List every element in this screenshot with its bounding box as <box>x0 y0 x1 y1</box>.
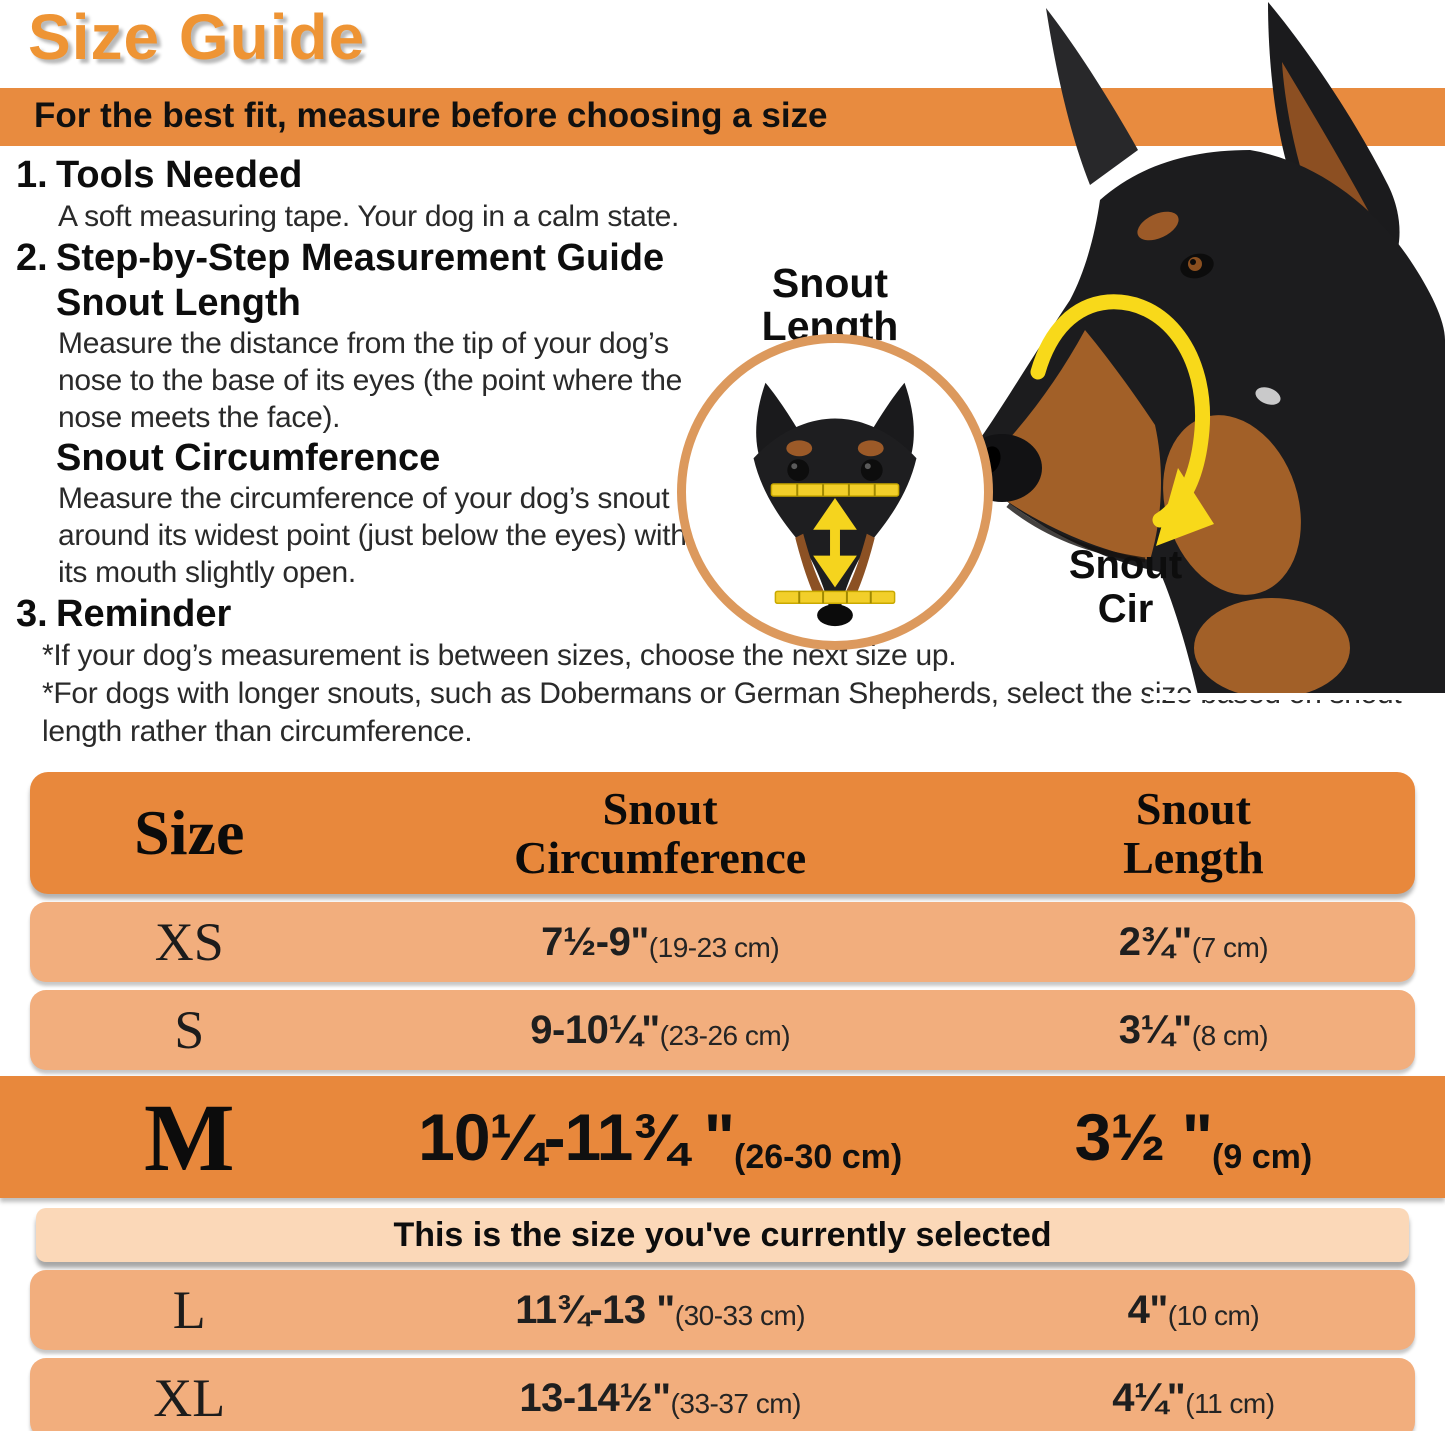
length-value: 3¼"(8 cm) <box>1118 1007 1269 1052</box>
circumference-value: 13-14½"(33-37 cm) <box>519 1375 801 1420</box>
table-row-m-selected: M 10¼-11¾ "(26-30 cm) 3½ "(9 cm) <box>0 1076 1445 1198</box>
header-length-line2: Length <box>1123 832 1264 883</box>
circumference-value: 10¼-11¾ "(26-30 cm) <box>418 1100 903 1176</box>
length-value: 3½ "(9 cm) <box>1074 1100 1313 1176</box>
header-circumference-line1: Snout <box>602 783 718 834</box>
table-row-l: L 11¾-13 "(30-33 cm) 4"(10 cm) <box>30 1270 1415 1350</box>
table-row-xs: XS 7½-9"(19-23 cm) 2¾"(7 cm) <box>30 902 1415 982</box>
selected-size-banner: This is the size you've currently select… <box>36 1208 1409 1262</box>
snout-length-arrow-icon <box>813 497 857 588</box>
snout-circumference-instructions: Measure the circumference of your dog’s … <box>58 482 687 589</box>
header-length-line1: Snout <box>1135 783 1251 834</box>
snout-length-subheading: Snout Length <box>56 282 301 324</box>
circumference-value: 11¾-13 "(30-33 cm) <box>515 1287 806 1332</box>
size-label: M <box>143 1083 235 1191</box>
subtitle-banner: For the best fit, measure before choosin… <box>0 88 1445 146</box>
header-snout-length: Snout Length <box>972 784 1415 882</box>
size-table-header: Size Snout Circumference Snout Length <box>30 772 1415 894</box>
section-3-title: Reminder <box>56 593 232 635</box>
circumference-arrow-icon <box>1030 294 1214 546</box>
section-1-body: A soft measuring tape. Your dog in a cal… <box>58 200 679 233</box>
snout-length-instructions: Measure the distance from the tip of you… <box>58 327 683 434</box>
circumference-value: 7½-9"(19-23 cm) <box>541 919 780 964</box>
header-circumference-line2: Circumference <box>514 832 807 883</box>
section-2-heading: 2. Step-by-Step Measurement Guide <box>16 235 1436 281</box>
snout-length-label-line1: Snout <box>771 260 889 306</box>
section-3-number: 3. <box>16 593 48 635</box>
size-label: L <box>172 1280 206 1340</box>
header-snout-circumference: Snout Circumference <box>349 784 972 882</box>
table-row-xl: XL 13-14½"(33-37 cm) 4¼"(11 cm) <box>30 1358 1415 1431</box>
snout-cir-diagram-label: Snout Cir <box>1038 543 1213 631</box>
section-3-heading: 3. Reminder <box>16 591 1436 637</box>
size-label: XS <box>154 912 224 972</box>
section-1-number: 1. <box>16 154 48 196</box>
section-2-number: 2. <box>16 237 48 279</box>
page-title: Size Guide <box>28 1 366 73</box>
length-value: 4¼"(11 cm) <box>1112 1375 1275 1420</box>
subtitle-banner-text: For the best fit, measure before choosin… <box>34 96 828 135</box>
table-row-s: S 9-10¼"(23-26 cm) 3¼"(8 cm) <box>30 990 1415 1070</box>
selected-size-note: This is the size you've currently select… <box>393 1215 1052 1254</box>
doberman-front-illustration <box>753 382 917 627</box>
doberman-profile-photo <box>950 0 1445 703</box>
snout-cir-label-line2: Cir <box>1097 587 1154 631</box>
upper-tape-mark-icon <box>770 483 900 497</box>
section-1-title: Tools Needed <box>56 154 303 196</box>
length-value: 2¾"(7 cm) <box>1118 919 1269 964</box>
length-value: 4"(10 cm) <box>1127 1287 1260 1332</box>
circumference-value: 9-10¼"(23-26 cm) <box>530 1007 791 1052</box>
section-1-heading: 1. Tools Needed <box>16 152 1436 198</box>
instructions-section: 1. Tools Needed A soft measuring tape. Yo… <box>16 152 1436 751</box>
doberman-profile-illustration <box>962 2 1445 703</box>
lower-tape-mark-icon <box>774 590 896 604</box>
size-label: XL <box>153 1368 226 1428</box>
section-2-title: Step-by-Step Measurement Guide <box>56 237 665 279</box>
size-label: S <box>174 1000 205 1060</box>
size-table: Size Snout Circumference Snout Length XS… <box>0 772 1445 1431</box>
snout-cir-label-line1: Snout <box>1068 543 1183 587</box>
doberman-front-photo <box>677 334 993 650</box>
header-size: Size <box>134 797 245 868</box>
snout-circumference-subheading: Snout Circumference <box>56 437 441 479</box>
